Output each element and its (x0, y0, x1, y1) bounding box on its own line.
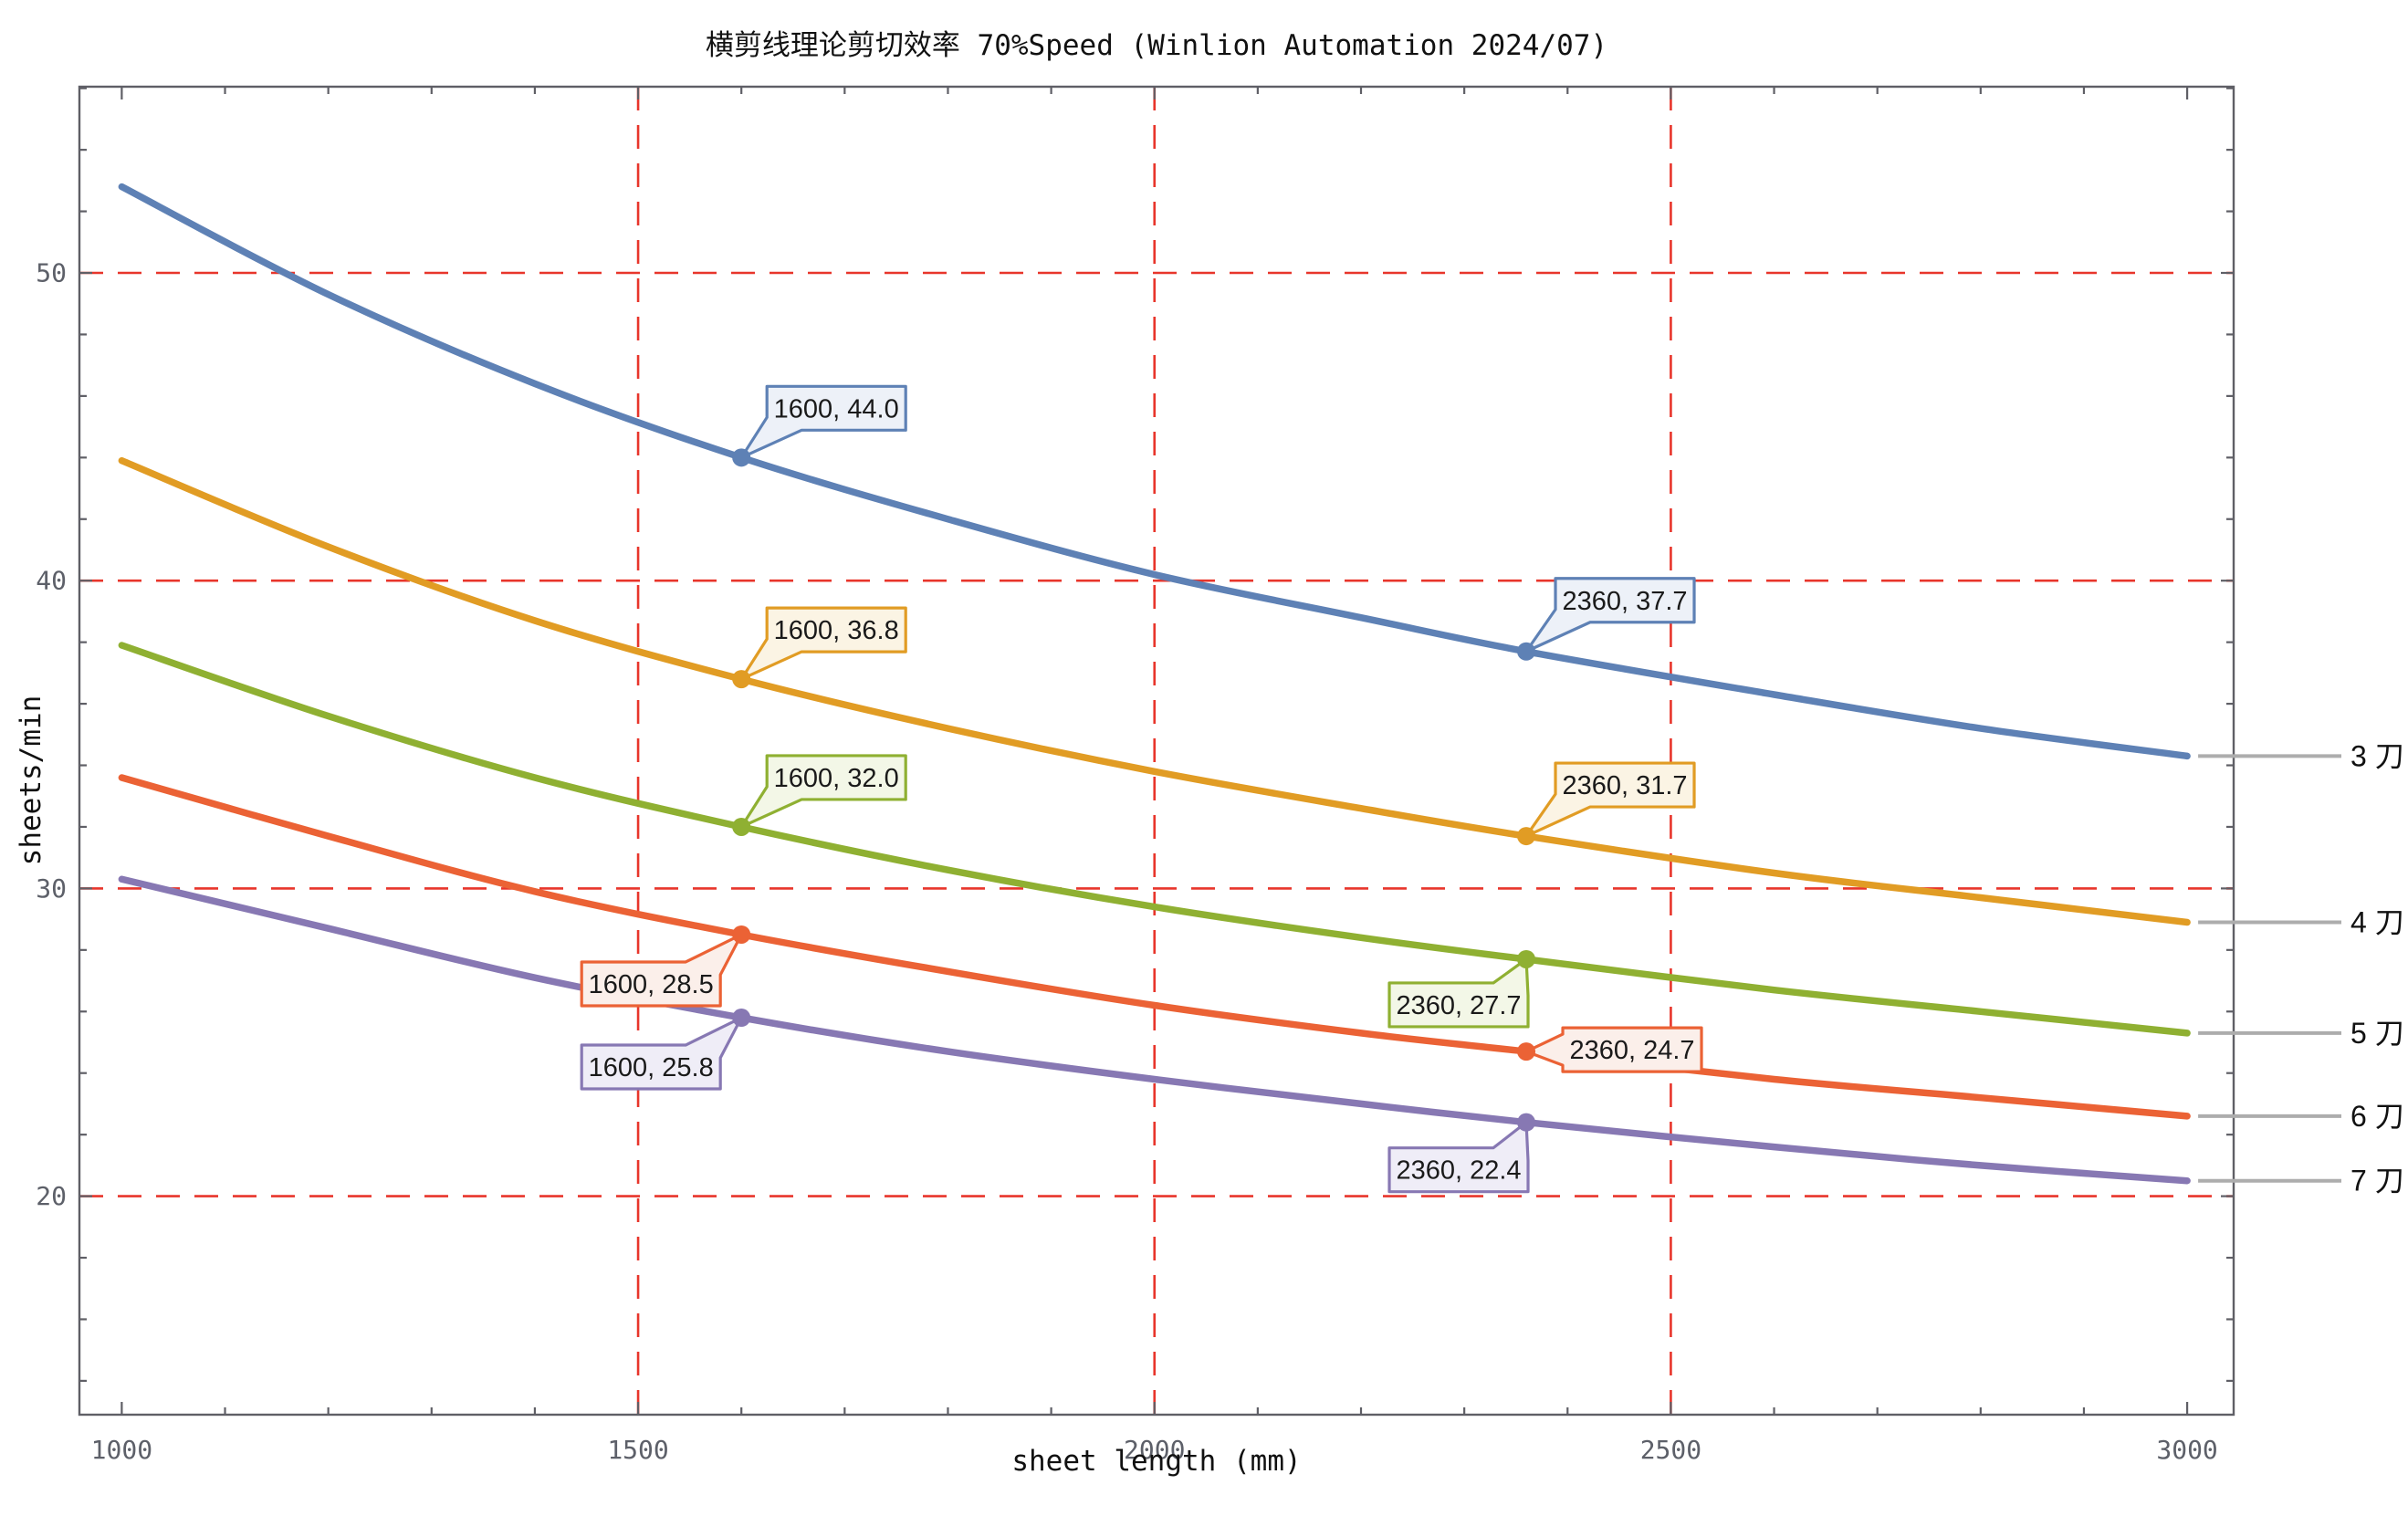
callout-text: 1600, 25.8 (589, 1053, 714, 1082)
data-point-markers (732, 448, 1536, 1132)
callout-box (1524, 577, 1696, 653)
y-tick-label: 40 (36, 566, 67, 596)
series-name-label: 7 刀 (2350, 1165, 2404, 1197)
data-point-dot (732, 817, 751, 836)
series-line-6-knives (118, 774, 2191, 1120)
series-line-4-knives (118, 456, 2191, 926)
series-curves (118, 183, 2191, 1185)
callout-box (580, 933, 743, 1008)
callout-box (739, 606, 907, 681)
y-tick-label: 20 (36, 1181, 67, 1211)
data-point-dot (1517, 827, 1536, 846)
callout-text: 2360, 37.7 (1562, 587, 1687, 616)
callout-box (1524, 1026, 1703, 1073)
callout-text: 1600, 36.8 (774, 616, 899, 645)
x-tick-label: 1000 (91, 1435, 152, 1465)
series-name-label: 5 刀 (2350, 1017, 2404, 1050)
series-name-label: 6 刀 (2350, 1100, 2404, 1133)
x-tick-label: 2000 (1124, 1435, 1185, 1465)
frame-ticks (79, 87, 2234, 1415)
callout-text: 1600, 28.5 (589, 970, 714, 999)
data-point-dot (1517, 949, 1536, 968)
series-name-label: 3 刀 (2350, 739, 2404, 772)
series-line-7-knives (118, 875, 2191, 1185)
series-line-3-knives (118, 183, 2191, 760)
data-point-dot (732, 1009, 751, 1028)
chart-title: 横剪线理论剪切效率 70%Speed (Winlion Automation 2… (705, 29, 1608, 62)
callout-box (1387, 957, 1530, 1029)
callout-box (739, 754, 907, 829)
callout-box (580, 1016, 743, 1091)
callout-box (739, 384, 907, 459)
y-tick-label: 50 (36, 258, 67, 288)
callout-text: 1600, 44.0 (774, 394, 899, 423)
series-end-labels: 3 刀 4 刀 5 刀 6 刀 7 刀 (2198, 739, 2404, 1197)
callout-text: 1600, 32.0 (774, 764, 899, 793)
data-point-dot (732, 448, 751, 467)
y-tick-label: 30 (36, 873, 67, 904)
callout-text: 2360, 24.7 (1569, 1036, 1694, 1065)
x-tick-label: 2500 (1640, 1435, 1701, 1465)
plot-frame (78, 85, 2235, 1417)
callout-labels: 1600, 44.0 1600, 36.8 1600, 32.0 1600, 28.5… (580, 384, 1703, 1194)
callout-text: 2360, 27.7 (1396, 991, 1521, 1020)
callout-box (1524, 761, 1696, 838)
y-axis-label: sheets/min (15, 695, 47, 866)
data-point-dot (1517, 1042, 1536, 1061)
series-line-5-knives (118, 642, 2191, 1037)
gridlines (79, 87, 2234, 1415)
x-tick-label: 3000 (2156, 1435, 2217, 1465)
callout-box (1387, 1121, 1530, 1194)
series-name-label: 4 刀 (2350, 905, 2404, 938)
data-point-dot (732, 925, 751, 944)
data-point-dot (732, 670, 751, 689)
callout-text: 2360, 31.7 (1562, 771, 1687, 800)
data-point-dot (1517, 1113, 1536, 1132)
callout-text: 2360, 22.4 (1396, 1156, 1521, 1186)
tick-labels: 1000 1500 2000 2500 3000 20 30 40 50 (36, 258, 2218, 1465)
x-axis-label: sheet length (mm) (1011, 1445, 1302, 1478)
data-point-dot (1517, 642, 1536, 661)
x-tick-label: 1500 (607, 1435, 668, 1465)
